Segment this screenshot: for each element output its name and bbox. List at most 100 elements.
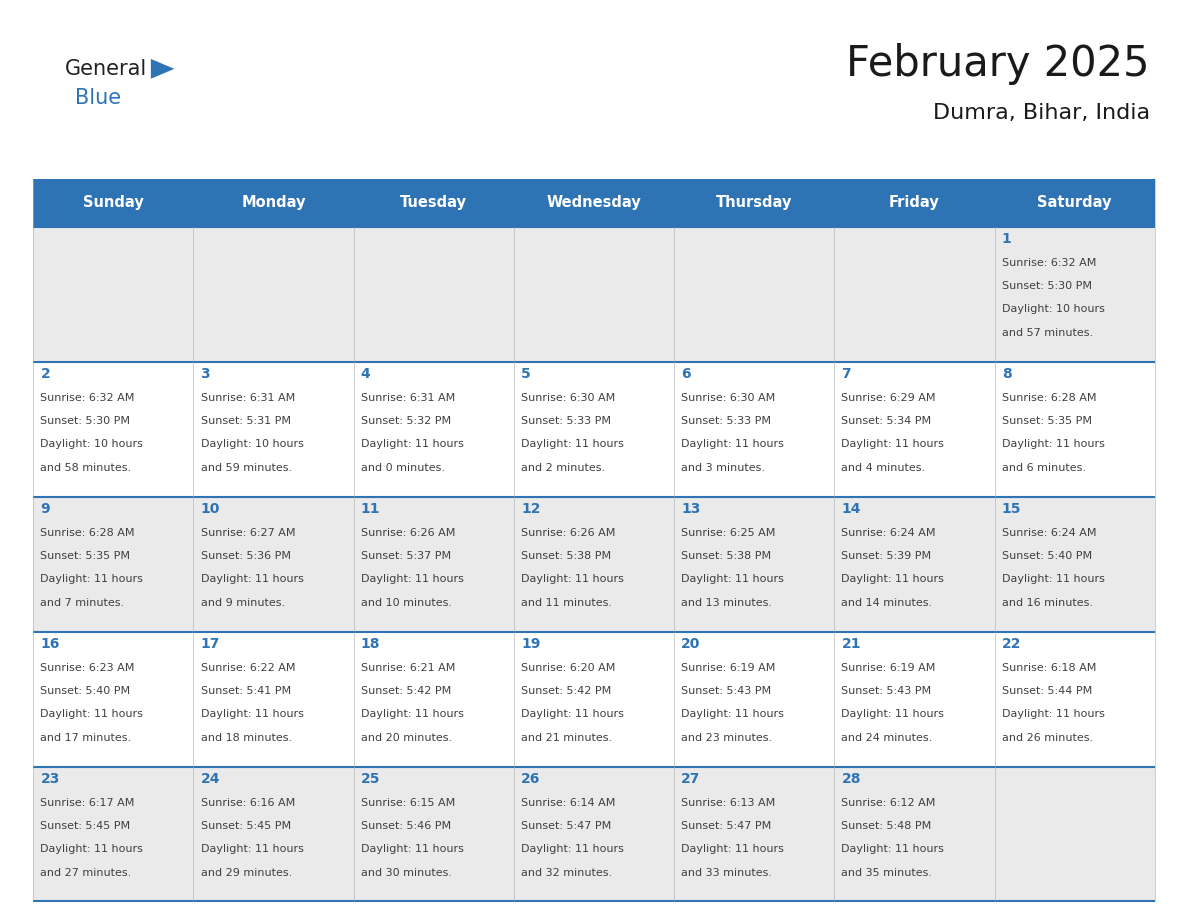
Text: 21: 21 xyxy=(841,637,861,651)
Text: Sunrise: 6:28 AM: Sunrise: 6:28 AM xyxy=(1001,393,1097,403)
Text: 2: 2 xyxy=(40,367,50,381)
Bar xyxy=(674,362,834,497)
Text: 3: 3 xyxy=(201,367,210,381)
Text: and 27 minutes.: and 27 minutes. xyxy=(40,868,132,878)
Bar xyxy=(514,227,674,362)
Text: Sunset: 5:40 PM: Sunset: 5:40 PM xyxy=(40,686,131,696)
Text: Sunset: 5:38 PM: Sunset: 5:38 PM xyxy=(681,551,771,561)
Text: Sunset: 5:37 PM: Sunset: 5:37 PM xyxy=(361,551,451,561)
Text: General: General xyxy=(65,59,147,79)
Bar xyxy=(194,179,354,227)
Text: 17: 17 xyxy=(201,637,220,651)
Text: Sunrise: 6:32 AM: Sunrise: 6:32 AM xyxy=(1001,258,1097,268)
Text: Sunset: 5:35 PM: Sunset: 5:35 PM xyxy=(40,551,131,561)
Text: Sunrise: 6:14 AM: Sunrise: 6:14 AM xyxy=(522,798,615,808)
Bar xyxy=(194,227,354,362)
Text: 19: 19 xyxy=(522,637,541,651)
Text: Daylight: 11 hours: Daylight: 11 hours xyxy=(681,440,784,450)
Text: Sunset: 5:47 PM: Sunset: 5:47 PM xyxy=(681,821,771,831)
Text: 18: 18 xyxy=(361,637,380,651)
Text: Daylight: 11 hours: Daylight: 11 hours xyxy=(841,575,944,585)
Text: Sunset: 5:30 PM: Sunset: 5:30 PM xyxy=(1001,281,1092,291)
Text: Daylight: 11 hours: Daylight: 11 hours xyxy=(681,710,784,720)
Text: and 13 minutes.: and 13 minutes. xyxy=(681,598,772,608)
Text: and 10 minutes.: and 10 minutes. xyxy=(361,598,451,608)
Text: Sunrise: 6:18 AM: Sunrise: 6:18 AM xyxy=(1001,663,1097,673)
Text: Daylight: 11 hours: Daylight: 11 hours xyxy=(841,710,944,720)
Text: Daylight: 11 hours: Daylight: 11 hours xyxy=(1001,710,1105,720)
Text: Sunset: 5:33 PM: Sunset: 5:33 PM xyxy=(522,416,611,426)
Bar xyxy=(354,362,514,497)
Text: Sunset: 5:38 PM: Sunset: 5:38 PM xyxy=(522,551,611,561)
Bar xyxy=(354,179,514,227)
Text: Sunset: 5:47 PM: Sunset: 5:47 PM xyxy=(522,821,612,831)
Text: Sunrise: 6:23 AM: Sunrise: 6:23 AM xyxy=(40,663,134,673)
Text: Daylight: 11 hours: Daylight: 11 hours xyxy=(522,575,624,585)
Bar xyxy=(674,767,834,901)
Text: and 17 minutes.: and 17 minutes. xyxy=(40,733,132,743)
Text: 5: 5 xyxy=(522,367,531,381)
Text: Friday: Friday xyxy=(889,196,940,210)
Text: 27: 27 xyxy=(681,772,701,786)
Text: Sunset: 5:44 PM: Sunset: 5:44 PM xyxy=(1001,686,1092,696)
Text: 1: 1 xyxy=(1001,232,1011,246)
Bar xyxy=(674,632,834,767)
Text: Sunrise: 6:17 AM: Sunrise: 6:17 AM xyxy=(40,798,134,808)
Text: Dumra, Bihar, India: Dumra, Bihar, India xyxy=(933,103,1150,123)
Text: Sunset: 5:36 PM: Sunset: 5:36 PM xyxy=(201,551,291,561)
Bar xyxy=(674,227,834,362)
Text: Sunset: 5:42 PM: Sunset: 5:42 PM xyxy=(522,686,612,696)
Bar xyxy=(834,179,994,227)
Text: and 32 minutes.: and 32 minutes. xyxy=(522,868,612,878)
Text: Daylight: 10 hours: Daylight: 10 hours xyxy=(1001,305,1105,315)
Text: Sunset: 5:43 PM: Sunset: 5:43 PM xyxy=(681,686,771,696)
Bar xyxy=(514,632,674,767)
Bar xyxy=(834,497,994,632)
Text: 28: 28 xyxy=(841,772,861,786)
Text: Daylight: 11 hours: Daylight: 11 hours xyxy=(1001,575,1105,585)
Text: and 57 minutes.: and 57 minutes. xyxy=(1001,328,1093,338)
Text: Daylight: 11 hours: Daylight: 11 hours xyxy=(40,575,144,585)
Text: 12: 12 xyxy=(522,502,541,516)
Bar xyxy=(33,179,194,227)
Text: 8: 8 xyxy=(1001,367,1011,381)
Bar xyxy=(994,227,1155,362)
Text: and 16 minutes.: and 16 minutes. xyxy=(1001,598,1093,608)
Text: and 35 minutes.: and 35 minutes. xyxy=(841,868,933,878)
Text: and 18 minutes.: and 18 minutes. xyxy=(201,733,292,743)
Text: Sunset: 5:35 PM: Sunset: 5:35 PM xyxy=(1001,416,1092,426)
Bar xyxy=(834,227,994,362)
Text: Thursday: Thursday xyxy=(716,196,792,210)
Text: 23: 23 xyxy=(40,772,59,786)
Text: Sunrise: 6:31 AM: Sunrise: 6:31 AM xyxy=(201,393,295,403)
Bar xyxy=(674,497,834,632)
Text: Sunrise: 6:30 AM: Sunrise: 6:30 AM xyxy=(522,393,615,403)
Text: Tuesday: Tuesday xyxy=(400,196,467,210)
Text: Sunrise: 6:24 AM: Sunrise: 6:24 AM xyxy=(1001,528,1097,538)
Bar xyxy=(33,227,194,362)
Text: 15: 15 xyxy=(1001,502,1022,516)
Text: Sunset: 5:40 PM: Sunset: 5:40 PM xyxy=(1001,551,1092,561)
Text: Daylight: 11 hours: Daylight: 11 hours xyxy=(361,710,463,720)
Text: and 4 minutes.: and 4 minutes. xyxy=(841,463,925,473)
Text: Sunset: 5:34 PM: Sunset: 5:34 PM xyxy=(841,416,931,426)
Text: Daylight: 11 hours: Daylight: 11 hours xyxy=(201,845,303,855)
Text: 16: 16 xyxy=(40,637,59,651)
Text: 14: 14 xyxy=(841,502,861,516)
Text: 22: 22 xyxy=(1001,637,1022,651)
Text: Sunset: 5:43 PM: Sunset: 5:43 PM xyxy=(841,686,931,696)
Text: Daylight: 10 hours: Daylight: 10 hours xyxy=(40,440,144,450)
Text: Sunset: 5:45 PM: Sunset: 5:45 PM xyxy=(201,821,291,831)
Bar xyxy=(514,179,674,227)
Text: Daylight: 11 hours: Daylight: 11 hours xyxy=(522,440,624,450)
Text: Daylight: 11 hours: Daylight: 11 hours xyxy=(681,575,784,585)
Text: 10: 10 xyxy=(201,502,220,516)
Bar xyxy=(354,497,514,632)
Text: 4: 4 xyxy=(361,367,371,381)
Bar xyxy=(33,497,194,632)
Text: Sunset: 5:30 PM: Sunset: 5:30 PM xyxy=(40,416,131,426)
Text: Sunset: 5:33 PM: Sunset: 5:33 PM xyxy=(681,416,771,426)
Text: 11: 11 xyxy=(361,502,380,516)
Text: Daylight: 11 hours: Daylight: 11 hours xyxy=(361,440,463,450)
Text: Daylight: 11 hours: Daylight: 11 hours xyxy=(841,845,944,855)
